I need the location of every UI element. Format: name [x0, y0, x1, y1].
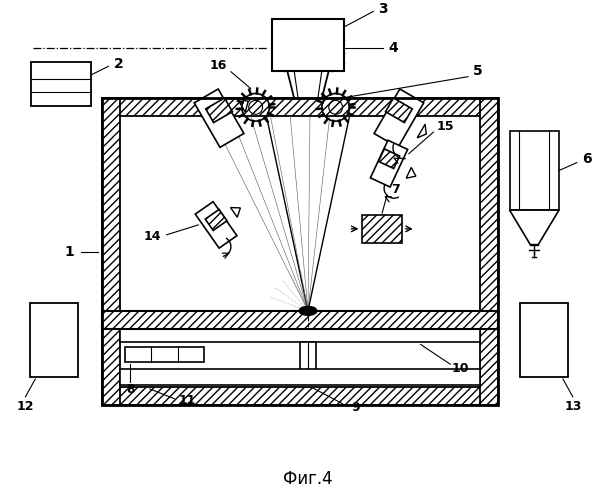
Polygon shape — [287, 70, 329, 99]
Bar — [30, 303, 77, 377]
Polygon shape — [237, 98, 248, 112]
Text: 10: 10 — [451, 362, 469, 374]
Bar — [121, 328, 480, 342]
Text: 5: 5 — [473, 64, 483, 78]
Bar — [510, 131, 559, 210]
Bar — [103, 311, 498, 328]
Polygon shape — [407, 168, 416, 178]
Text: 13: 13 — [564, 400, 582, 413]
Text: 11: 11 — [179, 394, 196, 407]
Text: 16: 16 — [209, 60, 227, 72]
Bar — [103, 98, 498, 405]
Bar — [103, 311, 498, 328]
Text: 4: 4 — [388, 40, 398, 54]
Polygon shape — [205, 98, 232, 122]
Ellipse shape — [299, 306, 317, 316]
Bar — [272, 20, 344, 70]
Text: Фиг.4: Фиг.4 — [283, 470, 333, 488]
Text: 2: 2 — [113, 57, 123, 71]
Bar — [31, 62, 90, 106]
Bar — [125, 348, 204, 362]
Polygon shape — [196, 202, 237, 248]
Text: 9: 9 — [351, 401, 360, 414]
Text: 6: 6 — [582, 152, 592, 166]
Bar — [362, 215, 402, 242]
Bar — [300, 342, 316, 382]
Polygon shape — [370, 140, 408, 187]
Text: 8: 8 — [126, 384, 135, 396]
Polygon shape — [386, 98, 412, 122]
Text: 15: 15 — [437, 120, 454, 132]
Bar — [121, 369, 480, 385]
Bar — [520, 303, 568, 377]
Bar — [103, 387, 498, 404]
Polygon shape — [378, 149, 400, 169]
Bar — [103, 98, 498, 116]
Polygon shape — [374, 89, 424, 148]
Text: 3: 3 — [378, 2, 388, 16]
Polygon shape — [510, 210, 559, 244]
Polygon shape — [205, 210, 227, 231]
Polygon shape — [417, 124, 426, 138]
Polygon shape — [231, 208, 240, 218]
Polygon shape — [194, 89, 244, 148]
Bar — [480, 98, 498, 405]
Text: 7: 7 — [392, 183, 400, 196]
Text: 14: 14 — [143, 230, 161, 243]
Text: 12: 12 — [17, 400, 34, 413]
Text: 1: 1 — [64, 244, 74, 258]
Bar — [103, 98, 121, 405]
